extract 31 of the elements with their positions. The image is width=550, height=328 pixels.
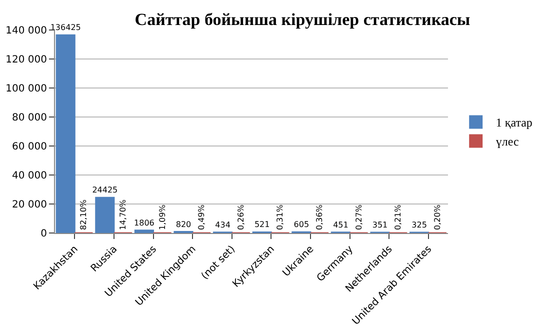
data-label: 521 [254,220,270,230]
y-tick-label: 100 000 [6,84,47,94]
data-label: 82,10% [79,199,88,230]
data-label: 0,27% [354,204,364,230]
legend-label: 1 қатар [496,116,532,130]
data-label: 1,09% [158,204,167,230]
data-label: 24425 [92,186,118,195]
y-tick-label: 0 [40,228,47,240]
y-tick-label: 20 000 [12,200,47,210]
data-label: 0,20% [432,204,442,230]
data-label: 434 [215,220,230,230]
y-tick-label: 60 000 [12,142,47,152]
data-label: 0,31% [276,204,285,230]
data-label: 0,36% [314,204,324,230]
data-label: 820 [176,220,192,229]
data-label: 136425 [50,23,81,32]
data-label: 351 [372,220,388,230]
data-label: 0,49% [197,204,206,230]
y-tick-label: 120 000 [6,54,47,66]
data-label: 0,21% [394,204,403,230]
data-label: 1806 [134,218,154,228]
y-tick-label: 80 000 [12,112,47,124]
data-label: 325 [412,220,427,230]
data-label: 0,26% [236,204,246,230]
y-tick-label: 40 000 [12,170,47,182]
y-tick-label: 140 000 [6,26,47,36]
legend-label: үлес [496,134,519,149]
data-label: 605 [294,220,310,230]
data-label: 451 [333,220,348,230]
chart-title: Сайттар бойынша кірушілер статистикасы [134,10,470,30]
data-label: 14,70% [118,199,128,230]
